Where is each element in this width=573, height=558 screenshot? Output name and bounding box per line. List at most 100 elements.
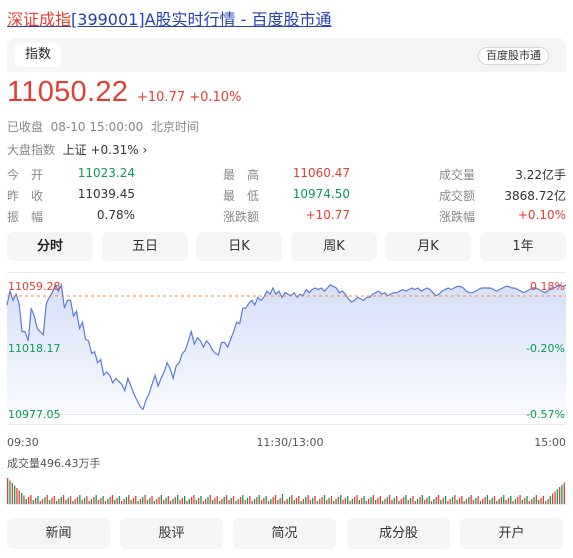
volume-bar: [456, 500, 458, 504]
volume-bar: [207, 497, 209, 504]
volume-bar: [535, 495, 537, 504]
volume-bar: [181, 498, 183, 504]
volume-bar: [370, 497, 372, 504]
market-label: 大盘指数: [7, 143, 56, 157]
intraday-chart[interactable]: 11059.28 11018.17 10977.05 0.18% -0.20% -0.57…: [0, 272, 573, 512]
volume-bar: [14, 485, 16, 504]
volume-bar: [491, 498, 493, 504]
status-time: 08-10 15:00:00: [50, 120, 144, 134]
volume-bar: [475, 498, 477, 504]
y-tick-right: -0.57%: [526, 408, 565, 421]
volume-bar: [21, 493, 23, 504]
volume-bar: [547, 499, 549, 504]
stat-label: 今 开: [7, 168, 44, 182]
volume-bar: [382, 501, 384, 504]
volume-bar: [198, 498, 200, 504]
volume-bar: [496, 501, 498, 504]
volume-bar: [398, 501, 400, 504]
market-index-link[interactable]: 大盘指数 上证 +0.31% ›: [7, 141, 147, 158]
volume-bar: [253, 499, 256, 504]
volume-bar: [430, 501, 433, 504]
volume-bar: [142, 497, 144, 504]
volume-label: 成交量496.43万手: [7, 456, 101, 470]
volume-bar: [396, 496, 398, 504]
volume-bar: [316, 501, 319, 504]
volume-bar: [107, 499, 109, 504]
volume-bar: [114, 500, 116, 504]
bottom-tab[interactable]: 新闻: [7, 518, 110, 549]
stats-row: 今 开 11023.24 最 高 11060.47 成交量 3.22亿手: [7, 166, 566, 187]
current-price: 11050.22: [7, 76, 129, 108]
page-title[interactable]: 深证成指[399001]A股实时行情 - 百度股市通: [7, 6, 331, 30]
volume-bar: [32, 500, 34, 504]
price-change: +10.77 +0.10%: [137, 90, 242, 105]
volume-bar: [510, 496, 512, 504]
period-tab[interactable]: 分时: [7, 232, 93, 261]
volume-bar: [428, 496, 430, 504]
tab-index[interactable]: 指数: [15, 43, 62, 67]
stat-label: 成交量: [439, 168, 476, 182]
y-tick-left: 10977.05: [8, 408, 61, 421]
volume-bar: [53, 496, 55, 504]
volume-bar: [470, 495, 472, 504]
title-rest: [399001]A股实时行情 - 百度股市通: [71, 10, 332, 29]
volume-bar: [423, 500, 426, 504]
volume-bar: [517, 497, 519, 504]
volume-bar: [421, 495, 423, 504]
volume-bar: [153, 501, 155, 504]
stat-value: 11039.45: [77, 187, 135, 201]
bottom-tab[interactable]: 简况: [233, 518, 336, 549]
x-tick: 09:30: [7, 436, 39, 449]
period-tab[interactable]: 日K: [196, 232, 282, 261]
volume-bar: [16, 488, 18, 504]
volume-bar: [23, 495, 25, 504]
volume-bar: [552, 493, 554, 504]
period-tab[interactable]: 1年: [480, 232, 566, 261]
volume-bar: [321, 497, 323, 504]
volume-bar: [88, 501, 90, 504]
volume-bar: [442, 498, 444, 504]
volume-bar: [400, 499, 402, 504]
volume-bar: [454, 495, 456, 504]
volume-bar: [344, 498, 346, 504]
volume-bar: [333, 501, 335, 504]
volume-bar: [549, 495, 551, 504]
volume-bar: [7, 478, 9, 504]
volume-bar: [340, 495, 342, 504]
volume-bar: [174, 497, 176, 504]
stat-value: 3868.72亿: [504, 189, 566, 203]
volume-bar: [79, 495, 81, 504]
bottom-tab[interactable]: 开户: [460, 518, 563, 549]
volume-bar: [86, 496, 88, 504]
period-tab[interactable]: 周K: [291, 232, 377, 261]
volume-bar: [288, 497, 291, 504]
volume-bar: [151, 496, 153, 504]
volume-bar: [90, 499, 93, 504]
volume-bar: [323, 495, 326, 504]
volume-bar: [121, 501, 123, 504]
stat-label: 涨跌幅: [439, 210, 476, 224]
volume-bar: [39, 501, 41, 504]
volume-bar: [260, 500, 263, 504]
stat-label: 昨 收: [7, 189, 44, 203]
source-badge[interactable]: 百度股市通: [478, 47, 549, 65]
volume-bar: [149, 498, 151, 504]
volume-bar: [405, 495, 407, 504]
volume-bar: [28, 497, 30, 504]
index-name: 深证成指: [7, 10, 72, 29]
y-tick-left: 11018.17: [8, 342, 61, 355]
volume-bar: [109, 497, 111, 504]
volume-bar: [202, 501, 204, 504]
bottom-tab[interactable]: 股评: [120, 518, 223, 549]
volume-bar: [46, 495, 48, 504]
volume-bar: [242, 495, 244, 504]
period-tab[interactable]: 月K: [385, 232, 471, 261]
bottom-tab[interactable]: 成分股: [347, 518, 450, 549]
y-tick-left: 11059.28: [8, 280, 61, 293]
volume-bar: [102, 496, 104, 504]
volume-bar: [384, 499, 386, 504]
period-tab[interactable]: 五日: [102, 232, 188, 261]
status-state: 已收盘: [7, 120, 44, 134]
volume-bar: [363, 496, 365, 504]
volume-bar: [440, 500, 442, 504]
